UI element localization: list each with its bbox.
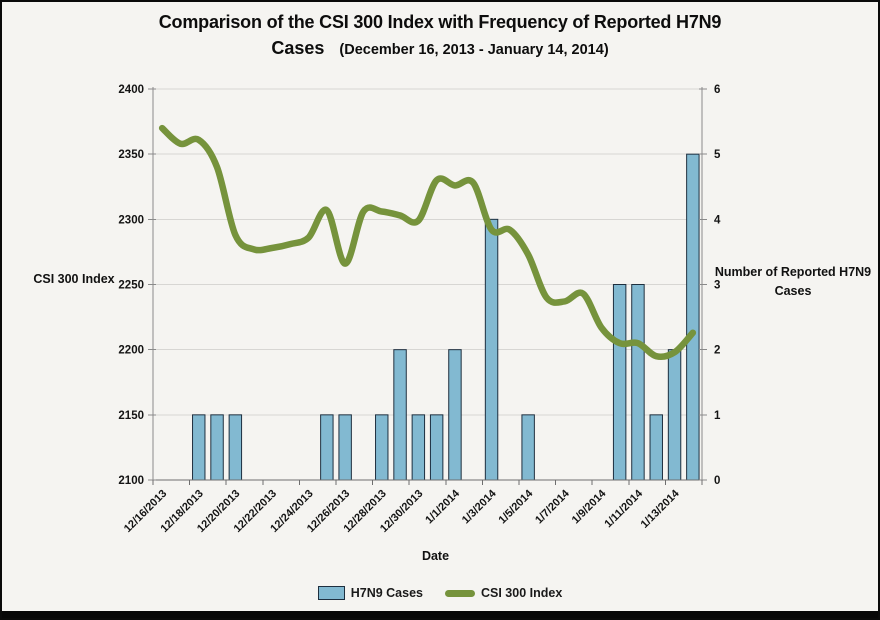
line-swatch-icon bbox=[444, 589, 475, 597]
svg-text:1/7/2014: 1/7/2014 bbox=[533, 487, 572, 526]
svg-text:2350: 2350 bbox=[118, 149, 144, 161]
legend-label-csi: CSI 300 Index bbox=[480, 586, 563, 600]
bottom-border-bar bbox=[2, 611, 878, 618]
svg-text:2300: 2300 bbox=[118, 214, 144, 226]
svg-text:0: 0 bbox=[714, 475, 720, 487]
chart-title-line2-main: Cases bbox=[271, 38, 325, 58]
x-axis-title: Date bbox=[421, 549, 450, 563]
csi-300-line bbox=[158, 124, 697, 361]
legend-label-h7n9: H7N9 Cases bbox=[350, 586, 423, 600]
svg-text:1/3/2014: 1/3/2014 bbox=[460, 487, 499, 526]
chart-title-line2-sub: (December 16, 2013 - January 14, 2014) bbox=[339, 42, 609, 58]
svg-text:1/5/2014: 1/5/2014 bbox=[497, 487, 536, 526]
right-axis-title: Number of Reported H7N9 Cases bbox=[714, 265, 872, 299]
chart-title: Comparison of the CSI 300 Index with Fre… bbox=[2, 9, 878, 63]
svg-text:2150: 2150 bbox=[118, 410, 144, 422]
left-axis-title: CSI 300 Index bbox=[33, 272, 115, 286]
svg-text:2400: 2400 bbox=[118, 84, 144, 96]
bar-swatch-icon bbox=[317, 586, 345, 600]
svg-text:1: 1 bbox=[714, 410, 721, 422]
svg-text:5: 5 bbox=[714, 149, 721, 161]
svg-text:4: 4 bbox=[714, 214, 721, 226]
axes bbox=[148, 87, 707, 485]
chart-title-line2: Cases (December 16, 2013 - January 14, 2… bbox=[2, 35, 878, 63]
svg-text:6: 6 bbox=[714, 84, 720, 96]
chart-title-line1: Comparison of the CSI 300 Index with Fre… bbox=[158, 12, 722, 32]
legend-item-csi: CSI 300 Index bbox=[444, 586, 563, 600]
legend-item-h7n9: H7N9 Cases bbox=[317, 586, 423, 600]
svg-text:1/13/2014: 1/13/2014 bbox=[639, 487, 683, 531]
svg-text:3: 3 bbox=[714, 280, 720, 292]
svg-text:1/1/2014: 1/1/2014 bbox=[423, 487, 462, 526]
svg-text:2200: 2200 bbox=[118, 345, 144, 357]
svg-text:2250: 2250 bbox=[118, 280, 144, 292]
svg-text:2: 2 bbox=[714, 345, 720, 357]
h7n9-bars bbox=[192, 153, 700, 481]
chart-legend: H7N9 Cases CSI 300 Index bbox=[2, 586, 878, 600]
svg-text:2100: 2100 bbox=[118, 475, 144, 487]
